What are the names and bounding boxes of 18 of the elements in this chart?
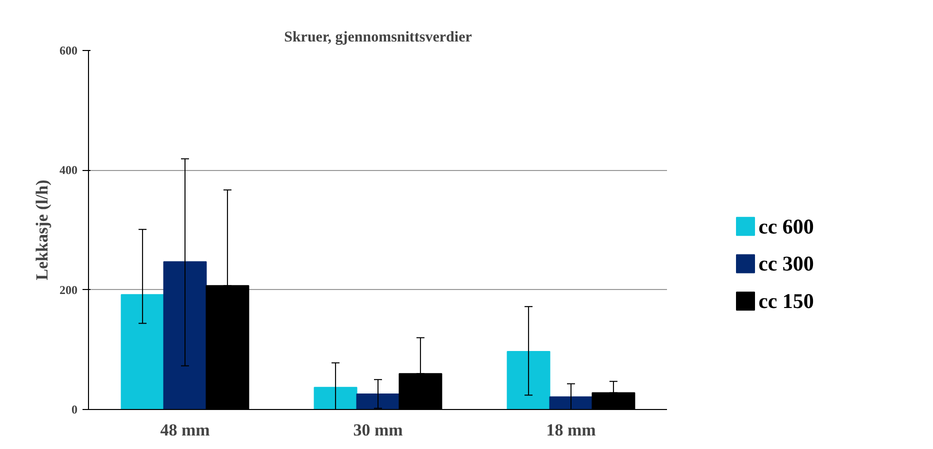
legend-label: cc 150 <box>758 289 814 314</box>
y-tick-label: 200 <box>60 282 78 297</box>
bar <box>163 261 207 410</box>
legend-label: cc 600 <box>758 214 814 238</box>
legend-label: cc 300 <box>758 252 814 276</box>
y-tick-label: 600 <box>60 44 78 58</box>
y-axis-title: Lekkasje (l/h) <box>32 180 52 280</box>
x-tick-label: 18 mm <box>546 420 596 440</box>
bar <box>314 386 358 410</box>
x-tick-label: 48 mm <box>160 420 210 440</box>
bar <box>506 350 550 410</box>
bar <box>356 393 400 410</box>
bar <box>120 294 164 410</box>
bar <box>549 396 593 410</box>
x-tick-label: 30 mm <box>353 420 403 440</box>
chart-title: Skruer, gjennomsnittsverdier <box>284 30 472 46</box>
y-tick-label: 0 <box>72 402 78 416</box>
y-tick-label: 400 <box>60 163 78 178</box>
